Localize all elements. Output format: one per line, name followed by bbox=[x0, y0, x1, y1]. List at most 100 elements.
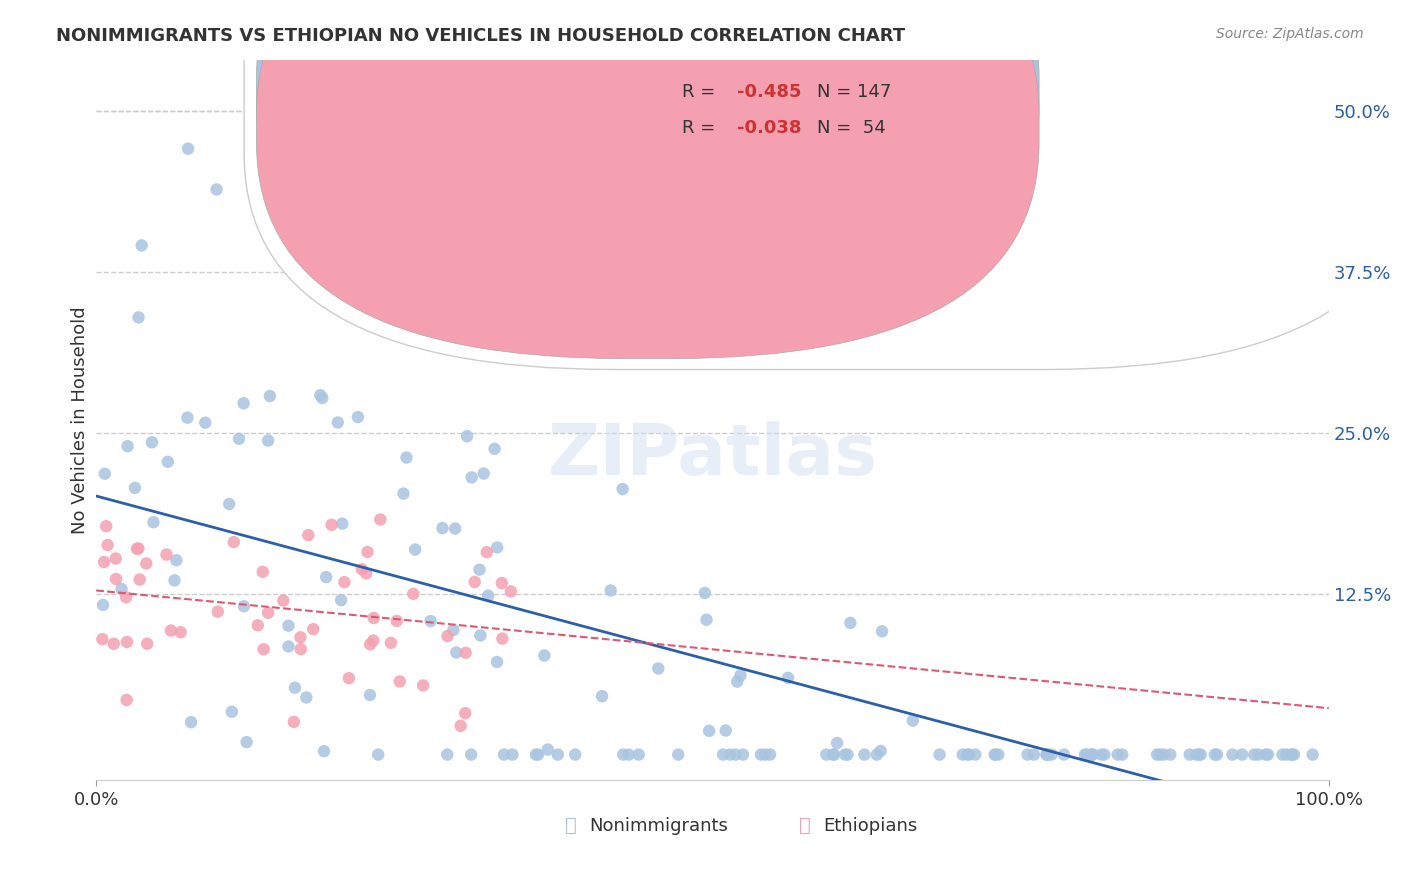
Point bbox=[718, 747, 741, 762]
Point bbox=[1080, 747, 1102, 762]
Point bbox=[612, 747, 634, 762]
Point bbox=[1206, 747, 1229, 762]
Point bbox=[952, 747, 974, 762]
Point bbox=[436, 747, 458, 762]
Point bbox=[91, 598, 114, 612]
Point bbox=[432, 521, 454, 535]
Point bbox=[330, 593, 353, 607]
Point bbox=[486, 541, 509, 555]
Point bbox=[1090, 747, 1112, 762]
Point bbox=[547, 747, 569, 762]
Point bbox=[218, 497, 240, 511]
Text: ⬜: ⬜ bbox=[565, 816, 576, 835]
Point bbox=[283, 714, 305, 729]
Point bbox=[1040, 747, 1063, 762]
Point bbox=[295, 690, 318, 705]
Point bbox=[1302, 747, 1324, 762]
Point bbox=[136, 637, 159, 651]
Point bbox=[825, 736, 848, 750]
Point bbox=[350, 562, 373, 576]
Point bbox=[714, 723, 737, 738]
Point bbox=[599, 583, 621, 598]
Point bbox=[837, 747, 859, 762]
Point bbox=[354, 566, 377, 581]
Y-axis label: No Vehicles in Household: No Vehicles in Household bbox=[72, 306, 89, 533]
Point bbox=[446, 646, 468, 660]
Point bbox=[693, 586, 716, 600]
Point bbox=[1036, 747, 1059, 762]
Point bbox=[402, 587, 425, 601]
Point bbox=[444, 522, 467, 536]
Point bbox=[297, 528, 319, 542]
Point bbox=[277, 619, 299, 633]
Point bbox=[1035, 747, 1057, 762]
Point bbox=[257, 606, 280, 620]
Point bbox=[388, 674, 411, 689]
Point bbox=[815, 747, 838, 762]
Point bbox=[1076, 747, 1098, 762]
Point bbox=[564, 747, 586, 762]
Point bbox=[221, 705, 243, 719]
Point bbox=[759, 747, 782, 762]
Point bbox=[1149, 747, 1171, 762]
Point bbox=[866, 747, 889, 762]
Point bbox=[477, 589, 499, 603]
Point bbox=[501, 747, 523, 762]
Point bbox=[697, 723, 720, 738]
Point bbox=[326, 416, 349, 430]
Point bbox=[91, 632, 114, 647]
Text: Ethiopians: Ethiopians bbox=[824, 817, 918, 835]
Point bbox=[468, 563, 491, 577]
Point bbox=[96, 519, 118, 533]
Point bbox=[165, 553, 187, 567]
Point bbox=[104, 551, 127, 566]
Point bbox=[957, 747, 980, 762]
Point bbox=[1254, 747, 1277, 762]
Point bbox=[127, 541, 149, 556]
Point bbox=[222, 535, 245, 549]
Point bbox=[1189, 747, 1212, 762]
Point bbox=[1053, 747, 1076, 762]
Point bbox=[1243, 747, 1265, 762]
Point bbox=[454, 646, 477, 660]
Point bbox=[93, 555, 115, 569]
Point bbox=[284, 681, 307, 695]
Point bbox=[110, 582, 132, 596]
Point bbox=[730, 668, 752, 682]
Point bbox=[367, 747, 389, 762]
Point bbox=[1185, 747, 1208, 762]
Point bbox=[1022, 747, 1045, 762]
Point bbox=[1153, 747, 1175, 762]
Point bbox=[273, 593, 295, 607]
Text: R =: R = bbox=[682, 83, 721, 101]
Point bbox=[180, 715, 202, 730]
Point bbox=[232, 599, 254, 614]
Point bbox=[115, 591, 138, 605]
Point bbox=[235, 735, 257, 749]
Point bbox=[333, 575, 356, 590]
Point bbox=[987, 747, 1010, 762]
Point bbox=[853, 747, 876, 762]
Text: -0.485: -0.485 bbox=[737, 83, 801, 101]
Point bbox=[484, 442, 506, 456]
Point bbox=[103, 637, 125, 651]
Point bbox=[337, 671, 360, 685]
Point bbox=[309, 388, 332, 402]
Point bbox=[97, 538, 120, 552]
Point bbox=[311, 391, 333, 405]
Point bbox=[253, 642, 276, 657]
Point bbox=[124, 481, 146, 495]
Point bbox=[436, 629, 458, 643]
Point bbox=[612, 482, 634, 496]
Point bbox=[533, 648, 555, 663]
Point bbox=[207, 605, 229, 619]
Point bbox=[441, 623, 464, 637]
Point bbox=[839, 615, 862, 630]
Point bbox=[169, 625, 191, 640]
Point bbox=[724, 747, 747, 762]
Point bbox=[312, 744, 335, 758]
Point bbox=[302, 622, 325, 636]
Point bbox=[711, 747, 734, 762]
Text: Source: ZipAtlas.com: Source: ZipAtlas.com bbox=[1216, 27, 1364, 41]
Point bbox=[870, 624, 893, 639]
